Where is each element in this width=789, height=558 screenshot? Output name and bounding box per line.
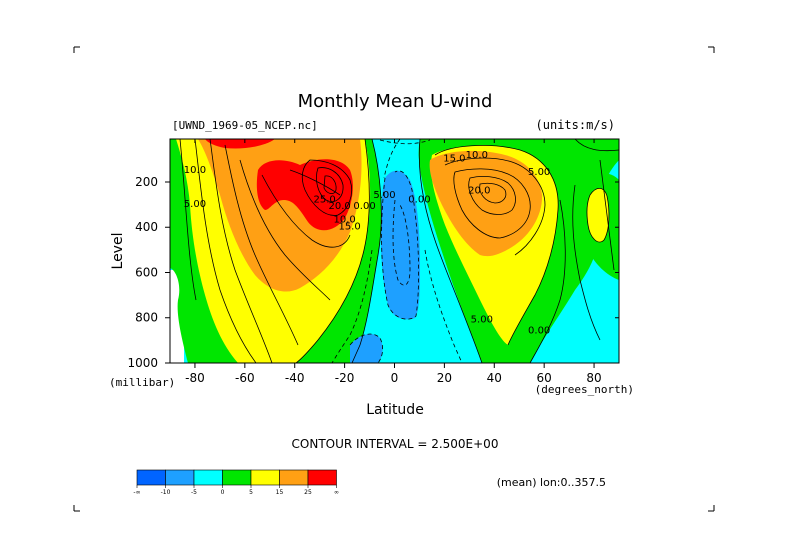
contour-lines bbox=[179, 139, 619, 363]
contour-label: 20.0 bbox=[468, 185, 490, 196]
colorbar-swatch bbox=[165, 469, 195, 486]
contour-label: 10.0 bbox=[184, 165, 206, 176]
colorbar-swatch bbox=[307, 469, 337, 486]
x-tick-label: 80 bbox=[586, 371, 601, 385]
x-tick-label: 20 bbox=[437, 371, 452, 385]
contour-label: 0.00 bbox=[353, 201, 375, 212]
colorbar-label: 25 bbox=[304, 489, 312, 496]
contour-label: 20.0 bbox=[328, 201, 350, 212]
band-blue-eq bbox=[380, 170, 420, 320]
x-tick-label: -80 bbox=[185, 371, 205, 385]
contour-label: 0.00 bbox=[528, 326, 550, 337]
contour-label: 15.0 bbox=[443, 154, 465, 165]
y-tick-label: 1000 bbox=[127, 356, 158, 370]
y-tick-label: 600 bbox=[135, 265, 158, 279]
x-tick-label: -40 bbox=[285, 371, 305, 385]
colorbar-swatch bbox=[250, 469, 280, 486]
y-units-label: (millibar) bbox=[109, 376, 175, 389]
corner-marks bbox=[73, 46, 715, 512]
x-axis-label: Latitude bbox=[366, 402, 424, 418]
contour-label: 5.00 bbox=[373, 190, 395, 201]
y-tick-label: 800 bbox=[135, 311, 158, 325]
band-top-sh bbox=[205, 139, 275, 149]
contour-label: 10.0 bbox=[333, 215, 355, 226]
colorbar-swatch bbox=[279, 469, 309, 486]
colorbar-label: -∞ bbox=[133, 489, 140, 496]
colorbar-swatch bbox=[222, 469, 252, 486]
x-tick-label: 40 bbox=[487, 371, 502, 385]
colorbar-label: 5 bbox=[249, 489, 253, 496]
colorbar: -∞ -10 -5 0 5 15 25 ∞ bbox=[133, 469, 339, 496]
colorbar-swatch bbox=[193, 469, 223, 486]
x-tick-label: -20 bbox=[335, 371, 355, 385]
chart-title: Monthly Mean U-wind bbox=[298, 91, 493, 112]
contour-label: 5.00 bbox=[184, 199, 206, 210]
x-tick-label: 0 bbox=[391, 371, 399, 385]
mean-text: (mean) lon:0..357.5 bbox=[497, 476, 606, 489]
contour-label: 25.0 bbox=[314, 194, 336, 205]
contour-label: 0.00 bbox=[408, 194, 430, 205]
colorbar-label: 0 bbox=[221, 489, 225, 496]
contour-label: 5.00 bbox=[528, 167, 550, 178]
band-blue-low bbox=[350, 334, 383, 363]
contour-label: 10.0 bbox=[466, 150, 488, 161]
x-tick-label: -60 bbox=[235, 371, 255, 385]
colorbar-swatch bbox=[136, 469, 166, 486]
contour-interval-text: CONTOUR INTERVAL = 2.500E+00 bbox=[292, 437, 499, 451]
x-units-label: (degrees_north) bbox=[535, 383, 634, 396]
contour-labels: 10.05.00 25.020.010.015.00.005.00 0.0015.0… bbox=[184, 150, 550, 336]
y-axis-label: Level bbox=[110, 233, 126, 270]
x-tick-label: 60 bbox=[537, 371, 552, 385]
colorbar-label: -5 bbox=[191, 489, 197, 496]
y-axis-ticks: 200 400 600 800 1000 bbox=[127, 175, 619, 370]
contour-label: 5.00 bbox=[471, 314, 493, 325]
y-tick-label: 400 bbox=[135, 220, 158, 234]
band-yellow-nh2 bbox=[586, 188, 609, 243]
units-label: (units:m/s) bbox=[536, 118, 615, 132]
colorbar-label: -10 bbox=[161, 489, 171, 496]
contour-label: 15.0 bbox=[338, 222, 360, 233]
x-axis-ticks: -80 -60 -40 -20 0 20 40 60 80 bbox=[185, 139, 602, 385]
dataset-label: [UWND_1969-05_NCEP.nc] bbox=[172, 119, 318, 132]
band-red-sh bbox=[256, 159, 353, 231]
colorbar-label: ∞ bbox=[334, 489, 339, 496]
y-tick-label: 200 bbox=[135, 175, 158, 189]
colorbar-label: 15 bbox=[276, 489, 284, 496]
contour-field bbox=[170, 139, 619, 363]
